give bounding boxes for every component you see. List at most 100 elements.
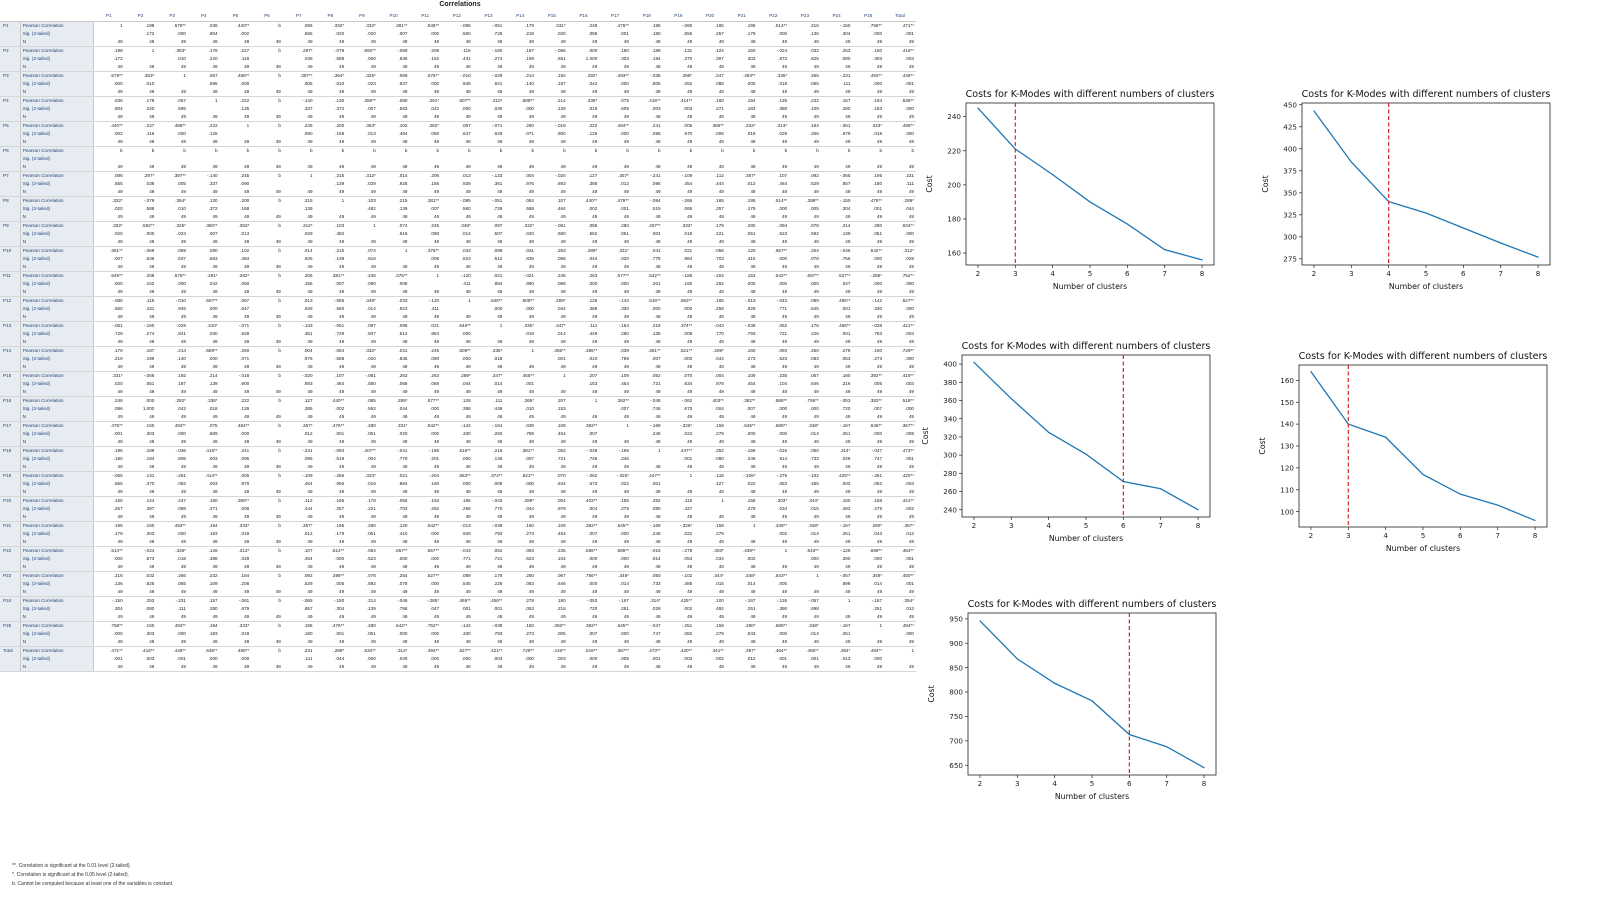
table-cell: 49 [725, 188, 758, 197]
table-cell: .036 [208, 23, 218, 28]
table-cell: 49 [472, 63, 505, 72]
row-variable-label: P6 [0, 146, 21, 155]
table-cell: .292* [586, 73, 598, 78]
table-cell: 49 [852, 463, 885, 472]
table-cell: 49 [156, 88, 188, 97]
table-cell: .364* [175, 198, 186, 203]
table-cell: 49 [789, 238, 821, 247]
table-cell: .158 [619, 498, 629, 503]
table-cell: .770 [714, 331, 724, 336]
table-cell: .464 [303, 556, 313, 561]
table-cell: 49 [852, 513, 885, 522]
table-row: P20 Pearson Correlation .165.124.247.160.3… [0, 496, 916, 505]
statistic-label: Pearson Correlation [20, 96, 94, 105]
table-cell: 49 [725, 588, 758, 597]
table-cell: .271 [208, 506, 218, 511]
table-row: P4 Pearson Correlation .036.178.057 1.222 b -… [0, 96, 916, 105]
table-cell: -.142 [460, 623, 471, 628]
table-cell: .093 [525, 548, 534, 553]
table-cell: .494** [901, 623, 914, 628]
table-cell: .195 [746, 23, 756, 28]
table-cell: -.186 [681, 273, 693, 278]
table-cell: 49 [187, 538, 220, 547]
table-cell: 49 [314, 663, 347, 672]
table-cell: .381** [331, 273, 345, 278]
table-cell: 49 [820, 363, 853, 372]
table-cell: 49 [662, 563, 695, 572]
column-header: P12 [441, 10, 473, 22]
cost-data-point [1089, 201, 1091, 203]
table-cell: -.053 [586, 598, 598, 603]
row-variable-label: P10 [0, 246, 21, 255]
table-cell: 49 [219, 613, 252, 622]
table-cell: .464** [901, 548, 914, 553]
table-cell: 49 [536, 163, 568, 172]
table-cell: 49 [409, 463, 442, 472]
table-cell: 49 [599, 288, 631, 297]
table-cell: .484 [240, 256, 250, 261]
table-cell: 49 [757, 463, 790, 472]
table-row: N 49 49 49 49 49 49 49 49 49 49 49 49 49 49 49 49 49 49 49 4… [0, 63, 916, 72]
table-cell: 49 [504, 438, 536, 447]
table-cell: .158 [714, 523, 724, 528]
table-cell [821, 155, 853, 163]
table-cell: .733 [651, 581, 661, 586]
table-cell: 49 [884, 463, 916, 472]
table-cell: 49 [377, 288, 410, 297]
table-cell: .353* [365, 123, 376, 128]
table-cell: .289* [713, 348, 724, 353]
table-cell: 49 [757, 438, 790, 447]
table-cell: 1 [752, 523, 756, 528]
correlations-footnotes: **. Correlation is significant at the 0.… [12, 862, 174, 889]
table-cell: 49 [377, 88, 410, 97]
table-cell: 49 [536, 338, 568, 347]
cost-data-point [1010, 398, 1012, 400]
table-cell: 49 [472, 638, 505, 647]
table-cell: 49 [187, 413, 220, 422]
table-cell: 49 [187, 338, 220, 347]
table-cell: .052 [493, 548, 503, 553]
table-cell: 49 [630, 538, 663, 547]
table-cell [726, 155, 758, 163]
table-cell: 49 [662, 613, 695, 622]
x-tick-label: 4 [1386, 269, 1391, 278]
table-cell: .568 [335, 356, 345, 361]
table-cell: 49 [156, 263, 188, 272]
table-cell: 49 [789, 463, 821, 472]
table-cell: -.046 [839, 248, 851, 253]
table-cell: 49 [124, 163, 157, 172]
table-cell: .494** [869, 648, 883, 653]
table-cell: .062 [683, 81, 693, 86]
table-cell: .152 [430, 56, 440, 61]
table-cell: .070 [556, 473, 566, 478]
row-variable-label: P3 [0, 71, 21, 80]
table-cell: 49 [314, 488, 347, 497]
table-cell: 49 [504, 638, 536, 647]
table-cell [315, 205, 347, 213]
table-cell: 49 [567, 313, 600, 322]
table-cell: 49 [536, 613, 568, 622]
table-cell: .651 [145, 381, 155, 386]
table-cell: 49 [124, 238, 157, 247]
table-cell: .153 [430, 498, 440, 503]
table-cell: .005 [303, 81, 313, 86]
table-cell: 49 [852, 338, 885, 347]
cost-data-point [1128, 733, 1130, 736]
table-cell: 49 [441, 488, 473, 497]
table-cell: .019 [683, 231, 693, 236]
table-cell: .945 [177, 306, 186, 311]
table-cell: .180 [556, 598, 566, 603]
table-cell: .216 [841, 381, 851, 386]
table-cell: .001 [905, 556, 914, 561]
table-cell: .000 [683, 356, 693, 361]
table-cell: .279 [714, 431, 724, 436]
y-tick-label: 380 [943, 378, 957, 387]
table-cell: 49 [219, 188, 252, 197]
table-cell: .258 [461, 506, 471, 511]
table-cell: 49 [156, 213, 188, 222]
table-cell [251, 205, 283, 213]
table-row: Sig. (2-tailed) .000.303.000.183.019.180.… [0, 630, 916, 638]
table-row: N 49 49 49 49 49 49 49 49 49 49 49 49 49 49 49 49 49 49 49 4… [0, 638, 916, 647]
table-cell [251, 530, 283, 538]
table-cell: .089 [461, 573, 471, 578]
